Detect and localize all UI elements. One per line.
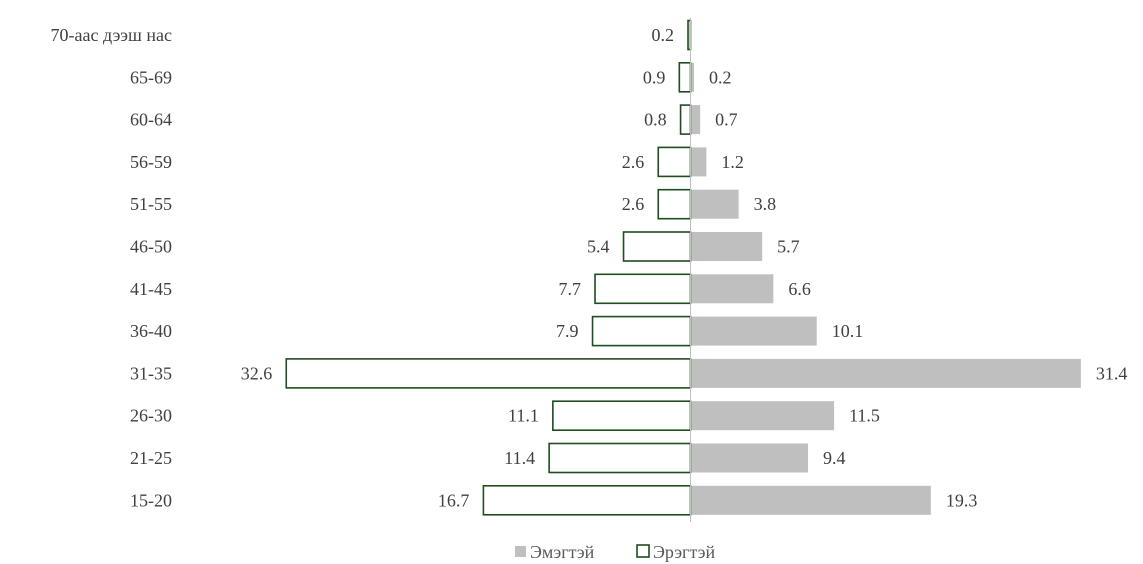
- female-value-label: 11.5: [849, 406, 880, 426]
- female-value-label: 3.8: [754, 194, 777, 214]
- male-bar: [622, 231, 692, 262]
- female-bar: [691, 62, 694, 92]
- female-bar: [691, 189, 739, 219]
- male-value-label: 0.2: [652, 25, 675, 45]
- male-bar: [657, 146, 692, 178]
- female-value-label: 0.7: [715, 110, 738, 130]
- male-bar: [594, 273, 692, 305]
- category-label: 56-59: [130, 152, 172, 172]
- female-bar: [691, 316, 817, 346]
- female-value-label: 6.6: [788, 279, 811, 299]
- male-value-label: 2.6: [622, 152, 645, 172]
- category-label: 26-30: [130, 406, 172, 426]
- male-value-label: 11.1: [508, 406, 539, 426]
- male-bar: [657, 188, 692, 220]
- female-bar: [691, 401, 835, 431]
- female-bar: [691, 443, 809, 473]
- category-label: 31-35: [130, 363, 172, 383]
- male-value-label: 16.7: [438, 490, 470, 510]
- legend: Эмэгтэй Эрэгтэй: [515, 542, 715, 562]
- male-bar: [591, 315, 692, 347]
- female-value-label: 9.4: [823, 448, 846, 468]
- male-bar: [678, 61, 692, 93]
- male-bar: [482, 484, 692, 516]
- legend-label-male: Эрэгтэй: [653, 542, 715, 562]
- female-value-label: 0.2: [709, 67, 732, 87]
- male-value-label: 11.4: [504, 448, 535, 468]
- female-bar: [691, 147, 707, 177]
- male-bar: [548, 442, 692, 474]
- legend-swatch-female: [515, 546, 526, 557]
- female-value-label: 10.1: [832, 321, 864, 341]
- category-labels: 70-аас дээш нас 65-69 60-64 56-59 51-55 46-50…: [51, 25, 173, 510]
- male-value-label: 32.6: [241, 363, 273, 383]
- female-bar: [691, 485, 931, 515]
- male-value-label: 0.9: [643, 67, 666, 87]
- male-bar: [285, 358, 692, 389]
- female-value-label: 31.4: [1096, 363, 1128, 383]
- legend-swatch-male: [636, 544, 650, 558]
- female-bar: [691, 358, 1081, 388]
- category-label: 36-40: [130, 321, 172, 341]
- category-label: 21-25: [130, 448, 172, 468]
- male-bar: [679, 104, 692, 135]
- category-label: 15-20: [130, 490, 172, 510]
- female-value-label: 1.2: [721, 152, 744, 172]
- bars-layer: [285, 19, 1081, 516]
- male-value-label: 7.7: [559, 279, 582, 299]
- category-label: 60-64: [130, 110, 172, 130]
- male-bar: [552, 400, 692, 432]
- category-label: 51-55: [130, 194, 172, 214]
- category-label: 65-69: [130, 67, 172, 87]
- female-bar: [691, 105, 701, 135]
- male-value-label: 0.8: [644, 110, 667, 130]
- legend-label-female: Эмэгтэй: [530, 542, 595, 562]
- male-value-label: 5.4: [587, 237, 610, 257]
- category-label: 70-аас дээш нас: [51, 25, 173, 45]
- female-value-label: 19.3: [946, 490, 978, 510]
- female-bar: [691, 232, 763, 261]
- category-label: 41-45: [130, 279, 172, 299]
- category-label: 46-50: [130, 237, 172, 257]
- male-value-label: 2.6: [622, 194, 645, 214]
- female-bar: [691, 274, 774, 304]
- female-value-label: 5.7: [777, 237, 800, 257]
- male-value-label: 7.9: [556, 321, 579, 341]
- value-labels: 0.2 0.9 0.2 0.8 0.7 2.6 1.2 2.6 3.8 5.4 5.7 7.7 6.6 7…: [241, 25, 1128, 510]
